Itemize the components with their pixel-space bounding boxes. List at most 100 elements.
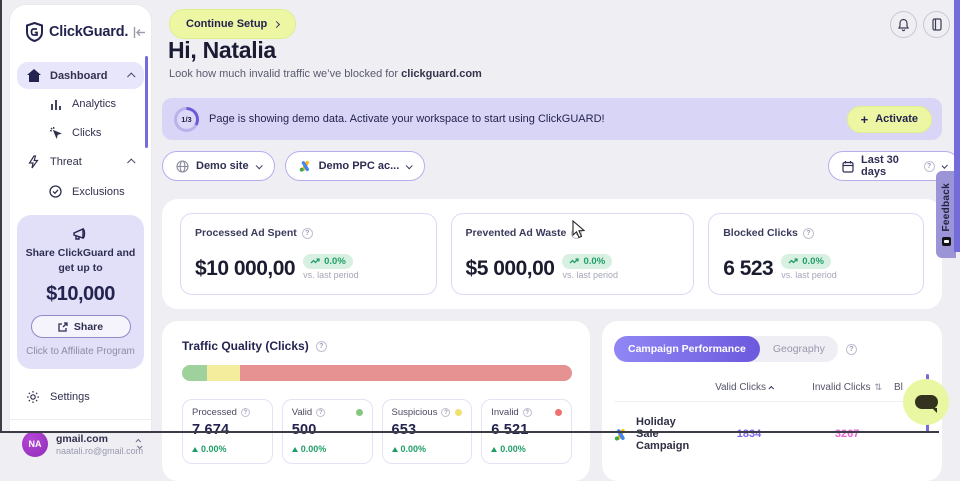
continue-setup-button[interactable]: Continue Setup (169, 9, 297, 39)
site-filter-dropdown[interactable]: Demo site (162, 151, 275, 181)
help-icon[interactable]: ? (316, 408, 326, 417)
sidebar-item-label: Dashboard (50, 69, 108, 82)
column-valid-clicks[interactable]: Valid Clicks (666, 382, 775, 393)
activate-button[interactable]: + Activate (846, 105, 932, 133)
feedback-label: Feedback (940, 183, 952, 232)
account-name: gmail.com (56, 432, 108, 445)
sidebar-item-settings[interactable]: Settings (10, 377, 151, 417)
stat-value: $5 000,00 (465, 257, 555, 280)
traffic-quality-panel: Traffic Quality (Clicks) ? Processed? 7 … (162, 321, 590, 481)
chevron-up-icon (127, 71, 136, 81)
chevron-right-icon (273, 20, 281, 28)
tq-value: 6 521 (491, 422, 529, 438)
calendar-icon (842, 160, 854, 173)
notifications-button[interactable] (890, 11, 917, 38)
google-ads-icon (299, 160, 312, 172)
check-circle-icon (48, 185, 63, 198)
collapse-sidebar-icon[interactable] (133, 26, 146, 38)
tq-change: 0.00% (192, 444, 263, 454)
arrow-up-icon (391, 446, 398, 452)
trend-badge: 0.0% (781, 254, 831, 269)
affiliate-promo-card[interactable]: Share ClickGuard and get up to $10,000 S… (17, 215, 144, 370)
campaign-performance-panel: Campaign Performance Geography ? Valid C… (602, 321, 942, 481)
tab-campaign-performance[interactable]: Campaign Performance (614, 336, 760, 362)
chat-widget-button[interactable] (903, 379, 949, 425)
activate-label: Activate (875, 113, 918, 125)
date-range-dropdown[interactable]: Last 30 days ? (828, 151, 960, 181)
brand-name: ClickGuard. (49, 24, 129, 40)
demo-data-banner: 1/3 Page is showing demo data. Activate … (162, 98, 942, 140)
help-icon[interactable]: ? (441, 408, 451, 417)
settings-label: Settings (50, 391, 90, 404)
ppc-account-value: Demo PPC ac... (318, 160, 400, 172)
status-dot (455, 409, 463, 416)
vs-last-period: vs. last period (562, 270, 619, 280)
sidebar-item-clicks[interactable]: Clicks (17, 119, 144, 146)
sidebar-item-label: Analytics (72, 98, 117, 110)
docs-icon (931, 18, 943, 31)
sidebar-item-label: Exclusions (72, 185, 125, 198)
share-button-label: Share (73, 320, 104, 333)
tq-change: 0.00% (491, 444, 562, 454)
share-button[interactable]: Share (30, 315, 131, 339)
globe-icon (176, 159, 189, 173)
help-icon[interactable]: ? (240, 408, 250, 417)
sidebar-nav: Dashboard Analytics Clicks Threat (10, 54, 151, 205)
trend-up-icon (788, 258, 798, 264)
plus-icon: + (860, 111, 869, 127)
table-header: Valid Clicks Invalid Clicks ⇅ Bl (614, 382, 928, 393)
divider (10, 419, 151, 421)
subtitle-domain: clickguard.com (401, 68, 482, 80)
trend-badge: 0.0% (303, 254, 353, 269)
help-icon[interactable]: ? (571, 227, 583, 239)
home-icon (26, 69, 41, 82)
column-blocked-truncated[interactable]: Bl (894, 382, 903, 393)
sidebar: ClickGuard. Dashboard Analytics Clicks (10, 5, 151, 458)
table-row[interactable]: Holiday Sale Campaign 1834 3267 (614, 416, 928, 452)
campaign-name: Holiday Sale Campaign (636, 416, 690, 452)
invalid-clicks-value: 3267 (834, 428, 860, 440)
divider (614, 401, 928, 402)
sidebar-item-dashboard[interactable]: Dashboard (17, 62, 144, 89)
docs-button[interactable] (923, 11, 950, 38)
ppc-account-dropdown[interactable]: Demo PPC ac... (284, 151, 426, 181)
stat-label: Prevented Ad Waste (465, 227, 567, 239)
page-scrollbar[interactable] (954, 0, 960, 252)
status-dot (355, 409, 363, 416)
feedback-tab[interactable]: Feedback (936, 171, 956, 258)
tab-geography[interactable]: Geography (772, 343, 825, 355)
megaphone-icon (25, 227, 136, 242)
stat-card-blocked-clicks: Blocked Clicks? 6 523 0.0% vs. last peri… (708, 213, 924, 295)
vs-last-period: vs. last period (303, 270, 359, 280)
traffic-quality-title: Traffic Quality (Clicks) (182, 339, 309, 353)
column-invalid-clicks[interactable]: Invalid Clicks ⇅ (812, 382, 882, 393)
help-icon[interactable]: ? (301, 227, 313, 239)
help-icon: ? (923, 160, 935, 172)
site-filter-value: Demo site (196, 160, 249, 172)
status-dot (555, 409, 562, 416)
tq-label: Valid (291, 407, 313, 418)
chevron-down-icon (405, 161, 414, 169)
help-icon[interactable]: ? (315, 340, 327, 352)
setup-step-counter: 1/3 (177, 109, 196, 129)
sidebar-item-exclusions[interactable]: Exclusions (17, 178, 144, 205)
date-range-value: Last 30 days (861, 154, 899, 178)
bell-icon (897, 18, 910, 32)
account-switcher[interactable]: NA gmail.com naatali.ro@gmail.com (10, 420, 151, 468)
sidebar-scrollbar[interactable] (145, 56, 148, 148)
traffic-quality-bar (182, 365, 572, 381)
help-icon[interactable]: ? (845, 343, 857, 355)
sidebar-item-analytics[interactable]: Analytics (17, 91, 144, 117)
tq-value: 500 (291, 422, 317, 438)
continue-setup-label: Continue Setup (186, 18, 268, 30)
avatar: NA (22, 431, 48, 458)
feedback-app-icon (941, 236, 951, 246)
tq-label: Processed (192, 407, 237, 418)
sort-icon: ⇅ (874, 382, 882, 392)
help-icon[interactable]: ? (802, 227, 814, 239)
tq-change: 0.00% (391, 444, 463, 454)
help-icon[interactable]: ? (522, 408, 532, 417)
sidebar-item-threat[interactable]: Threat (17, 148, 144, 176)
chevron-updown-icon (135, 439, 143, 450)
bar-segment-valid (182, 365, 208, 381)
